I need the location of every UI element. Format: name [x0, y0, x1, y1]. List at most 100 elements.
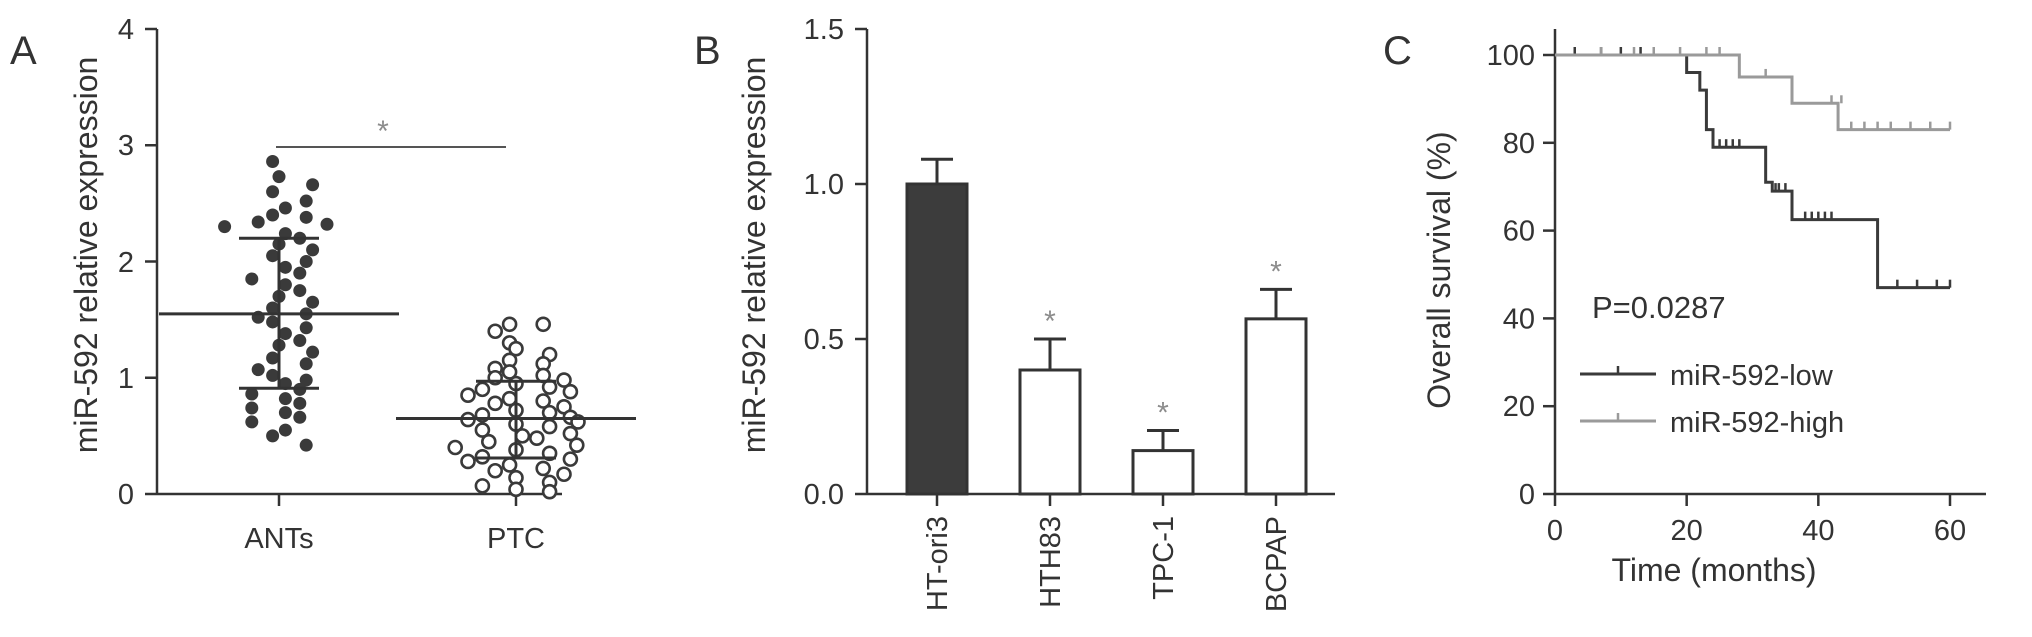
panel-a-point-ptc — [501, 364, 518, 380]
panel-b-letter: B — [694, 29, 721, 73]
panel-b-xlabel-bcpap: BCPAP — [1261, 516, 1293, 612]
panel-a-point-ants — [266, 249, 280, 263]
panel-a-point-ptc — [562, 425, 579, 442]
panel-b-ylabel: miR-592 relative expression — [736, 57, 772, 454]
panel-a-letter: A — [10, 29, 37, 73]
panel-c-ytick-label-0: 0 — [1519, 479, 1535, 511]
panel-a-ylabel: miR-592 relative expression — [68, 57, 104, 454]
panel-b-star-bcpap: * — [1270, 255, 1282, 288]
panel-a-point-ants — [245, 272, 259, 286]
panel-a-point-ptc — [556, 372, 572, 388]
panel-a-point-ptc — [487, 462, 504, 479]
panel-a-point-ptc — [487, 395, 504, 412]
panel-c-xlabel: Time (months) — [1611, 552, 1816, 588]
panel-a-point-ptc — [528, 430, 545, 447]
panel-c-curve-mir-592-high — [1555, 53, 1950, 132]
panel-a-ytick-label-1: 1 — [118, 363, 134, 395]
panel-a-point-ptc — [514, 428, 531, 444]
panel-b-xlabel-hth83: HTH83 — [1035, 516, 1067, 608]
panel-a-ytick-label-2: 2 — [118, 247, 134, 279]
panel-a-point-ants — [278, 406, 292, 420]
panel-c-letter: C — [1383, 29, 1412, 73]
panel-a-point-ants — [278, 260, 292, 274]
panel-a-xlabel-ptc: PTC — [487, 523, 545, 555]
panel-a-point-ants — [299, 210, 313, 224]
panel-b-bar-bcpap — [1244, 317, 1308, 496]
panel-a-point-ants — [266, 155, 280, 169]
panel-a-point-ants — [299, 438, 313, 452]
panel-a-point-ants — [306, 178, 320, 192]
panel-a-point-ants — [306, 345, 320, 359]
panel-b-ytick-label-2: 1.0 — [804, 169, 844, 201]
panel-a-point-ants — [278, 278, 292, 292]
panel-a-point-ants — [266, 301, 280, 315]
panel-a-point-ants — [299, 255, 313, 268]
panel-a-point-ants — [278, 327, 292, 341]
panel-a-point-ptc — [474, 422, 491, 438]
panel-a-point-ants — [293, 284, 307, 298]
panel-a-point-ants — [251, 215, 265, 229]
panel-a-point-ptc — [474, 381, 491, 398]
panel-b-star-tpc-1: * — [1157, 396, 1169, 429]
panel-b-bar-ht-ori3 — [905, 182, 969, 496]
panel-a-point-ptc — [562, 383, 579, 400]
panel-a-point-ptc — [460, 453, 476, 470]
panel-c-ytick-label-100: 100 — [1487, 40, 1535, 72]
panel-a-significance-star: * — [377, 115, 389, 148]
panel-c-xtick-label-0: 0 — [1547, 515, 1563, 547]
panel-c: C Overall survival (%) Time (months) 0 20… — [1383, 29, 1986, 588]
panel-b-ytick-label-0: 0.0 — [804, 479, 844, 511]
panel-a-points — [218, 155, 586, 500]
panel-b-bar-tpc-1 — [1131, 449, 1195, 496]
panel-a-point-ptc — [487, 323, 504, 340]
panel-a-point-ants — [320, 217, 334, 231]
panel-a-point-ptc — [556, 466, 572, 483]
panel-a-ytick-label-0: 0 — [118, 479, 134, 511]
panel-a-error-bars — [159, 236, 636, 460]
panel-a-point-ptc — [501, 316, 518, 333]
panel-c-curve-mir-592-low — [1555, 53, 1950, 290]
panel-a-point-ants — [278, 392, 292, 406]
panel-a-point-ptc — [535, 393, 552, 409]
panel-a-point-ants — [266, 429, 280, 443]
panel-a-point-ants — [245, 415, 259, 429]
panel-a-point-ants — [293, 334, 307, 348]
panel-c-ytick-label-80: 80 — [1503, 128, 1535, 160]
panel-a-yticks: 0 1 2 3 4 — [118, 14, 157, 511]
panel-a-point-ants — [306, 295, 320, 309]
panel-a-point-ptc — [508, 481, 524, 498]
panel-c-xtick-label-40: 40 — [1802, 515, 1834, 547]
panel-a-point-ants — [293, 396, 307, 410]
panel-c-p-value: P=0.0287 — [1592, 290, 1726, 325]
panel-a-point-ants — [266, 368, 280, 382]
panel-a-point-ptc — [535, 316, 552, 333]
panel-a-point-ptc — [508, 340, 524, 357]
panel-a-point-ants — [299, 321, 313, 335]
panel-b-xlabel-tpc-1: TPC-1 — [1148, 516, 1180, 600]
panel-a-point-ants — [266, 351, 280, 365]
panel-a-point-ants — [293, 410, 307, 424]
panel-c-xtick-label-20: 20 — [1671, 515, 1703, 547]
panel-a-point-ants — [306, 243, 320, 257]
panel-a-point-ants — [278, 423, 292, 437]
panel-a-xlabel-ants: ANTs — [244, 523, 313, 555]
panel-c-ytick-label-40: 40 — [1503, 303, 1535, 335]
panel-b-star-hth83: * — [1044, 305, 1056, 338]
panel-b: B miR-592 relative expression 0.0 0.5 1.… — [694, 14, 1335, 612]
panel-a-ytick-label-3: 3 — [118, 130, 134, 162]
legend-label-high: miR-592-high — [1670, 407, 1844, 439]
panel-a-point-ptc — [447, 439, 464, 456]
panel-a-point-ptc — [474, 478, 491, 494]
panel-a-point-ptc — [562, 451, 579, 467]
panel-b-yticks: 0.0 0.5 1.0 1.5 — [804, 14, 867, 511]
panel-c-ytick-label-20: 20 — [1503, 391, 1535, 423]
panel-a-point-ants — [266, 185, 280, 199]
panel-c-legend: miR-592-low miR-592-high — [1580, 360, 1844, 439]
panel-a-point-ptc — [541, 418, 558, 435]
legend-label-low: miR-592-low — [1670, 360, 1834, 392]
panel-a-point-ants — [293, 266, 307, 280]
panel-c-xtick-label-60: 60 — [1934, 515, 1966, 547]
panel-b-ytick-label-1: 0.5 — [804, 324, 844, 356]
panel-a-point-ptc — [480, 433, 497, 450]
